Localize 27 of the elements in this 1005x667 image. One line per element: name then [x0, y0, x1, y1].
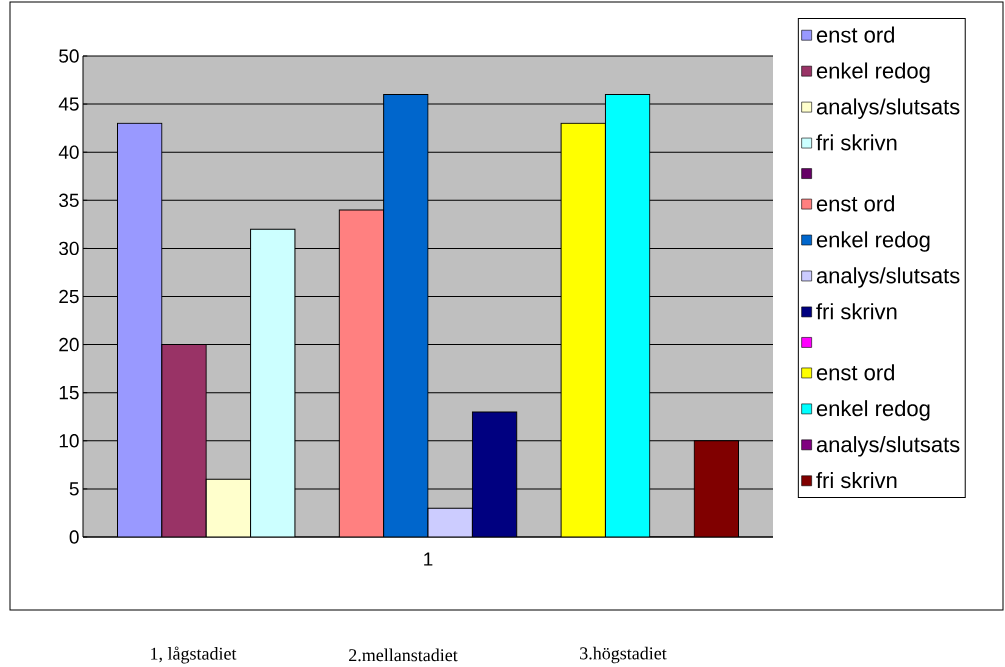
- y-tick-label: 50: [59, 49, 79, 63]
- y-tick-label: 20: [59, 337, 79, 352]
- text: 3.högstadiet: [580, 646, 667, 664]
- legend-label: enkel redog: [816, 62, 930, 84]
- y-tick-label: 15: [59, 386, 79, 400]
- legend-label: enkel redog: [816, 400, 930, 421]
- legend-label: enst ord: [816, 364, 894, 381]
- y-tick-label: 0: [69, 530, 79, 544]
- y-tick-label: 40: [58, 145, 79, 160]
- text: 2.mellanstadiet: [349, 648, 458, 662]
- legend-label: enst ord: [816, 26, 894, 43]
- y-tick-label: 10: [59, 434, 79, 448]
- legend-label: fri skrivn: [816, 303, 897, 320]
- legend-label: analys/slutsats: [816, 267, 960, 288]
- y-tick-label: 35: [59, 193, 79, 208]
- legend-label: enkel redog: [816, 231, 930, 252]
- y-tick-label: 30: [59, 241, 79, 256]
- legend-label: enst ord: [816, 195, 894, 212]
- legend-label: fri skrivn: [816, 472, 897, 489]
- y-tick-label: 25: [59, 289, 79, 304]
- x-tick-label: 1: [424, 552, 433, 566]
- y-tick-label: 5: [69, 482, 79, 496]
- y-tick-label: 45: [58, 97, 79, 111]
- legend-label: analys/slutsats: [816, 436, 960, 457]
- text: 1, lågstadiet: [151, 646, 237, 664]
- legend-label: fri skrivn: [816, 134, 897, 151]
- legend-label: analys/slutsats: [816, 98, 960, 119]
